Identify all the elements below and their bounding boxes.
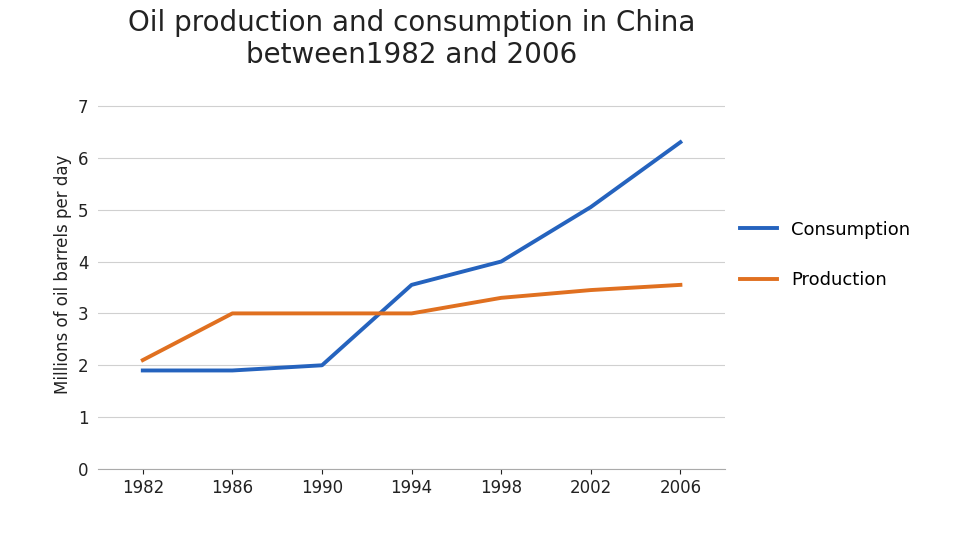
Consumption xyxy=(674,139,686,146)
Production xyxy=(406,310,417,317)
Y-axis label: Millions of oil barrels per day: Millions of oil barrels per day xyxy=(54,155,73,394)
Consumption xyxy=(406,281,417,288)
Line: Consumption: Consumption xyxy=(143,142,680,370)
Consumption xyxy=(585,204,597,210)
Consumption xyxy=(317,362,328,368)
Production xyxy=(226,310,238,317)
Production xyxy=(674,281,686,288)
Line: Production: Production xyxy=(143,285,680,360)
Title: Oil production and consumption in China
between1982 and 2006: Oil production and consumption in China … xyxy=(128,9,695,69)
Production xyxy=(317,310,328,317)
Legend: Consumption, Production: Consumption, Production xyxy=(741,221,910,289)
Production xyxy=(495,295,507,301)
Production xyxy=(137,357,149,364)
Production xyxy=(585,287,597,293)
Consumption xyxy=(495,259,507,265)
Consumption xyxy=(137,367,149,374)
Consumption xyxy=(226,367,238,374)
